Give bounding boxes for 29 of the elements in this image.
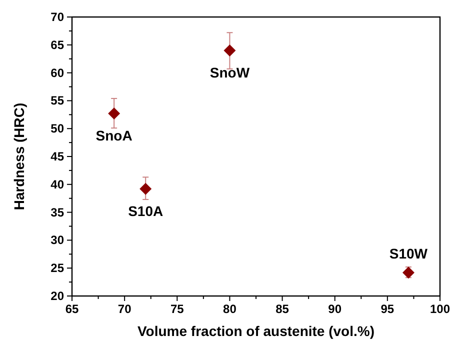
x-tick-label: 70 xyxy=(118,302,132,316)
y-tick-label: 20 xyxy=(50,289,64,303)
annotation: SnoA xyxy=(96,128,132,144)
point xyxy=(140,182,152,195)
x-tick-label: 95 xyxy=(380,302,394,316)
y-tick-label: 65 xyxy=(50,38,64,52)
x-tick-label: 65 xyxy=(65,302,79,316)
annotation: S10A xyxy=(128,202,164,219)
y-tick-label: 70 xyxy=(50,10,64,24)
y-tick-label: 30 xyxy=(50,233,64,248)
y-tick-label: 55 xyxy=(50,94,64,108)
y-tick-label: 25 xyxy=(50,261,64,276)
y-tick-label: 45 xyxy=(50,150,64,164)
annotation: S10W xyxy=(389,246,428,262)
y-tick-label: 35 xyxy=(50,205,64,220)
y-tick-label: 40 xyxy=(50,177,64,192)
x-tick-label: 90 xyxy=(328,302,342,316)
y-tick-label: 60 xyxy=(50,66,64,80)
y-axis-title: Hardness (HRC) xyxy=(11,102,27,210)
x-axis-title: Volume fraction of austenite (vol.%) xyxy=(138,323,374,339)
x-tick-label: 75 xyxy=(170,302,184,316)
point xyxy=(108,108,120,120)
x-tick-label: 85 xyxy=(276,302,290,316)
annotation: SnoW xyxy=(210,64,250,80)
point xyxy=(224,44,236,56)
y-tick-label: 50 xyxy=(50,122,64,136)
point xyxy=(402,266,414,279)
x-tick-label: 80 xyxy=(223,302,237,316)
x-tick-label: 100 xyxy=(430,302,450,316)
